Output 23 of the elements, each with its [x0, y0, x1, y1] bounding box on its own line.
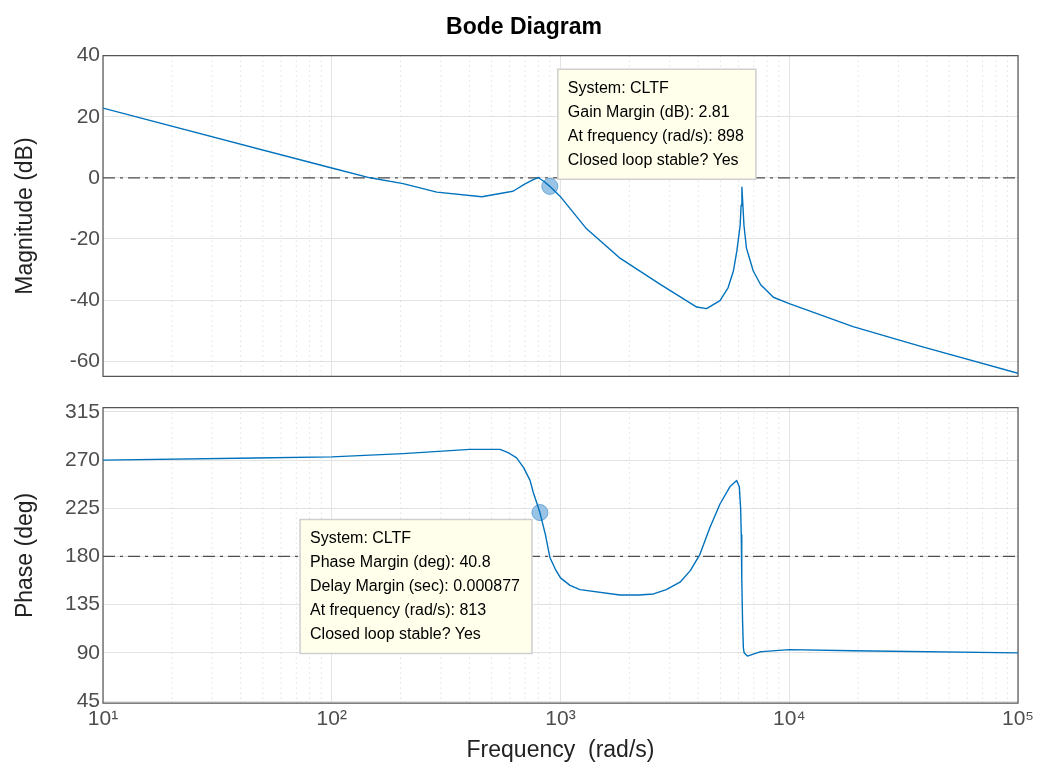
x-tick-label: 10²: [316, 705, 347, 729]
chart-title: Bode Diagram: [446, 13, 602, 40]
x-tick-label: 10⁵: [1001, 705, 1035, 729]
y-tick-label: 270: [64, 446, 100, 470]
y-tick-label: -40: [69, 286, 100, 310]
x-tick-label: 10⁴: [773, 705, 806, 729]
y-tick-label: 180: [64, 543, 100, 567]
y-tick-label: 0: [88, 164, 100, 188]
y-tick-label: 315: [64, 398, 100, 422]
y-tick-label: 90: [76, 639, 100, 663]
y-axis-title: Phase (deg): [11, 492, 38, 619]
y-tick-label: 45: [76, 687, 100, 711]
x-axis-title: Frequency (rad/s): [466, 735, 655, 762]
x-tick-label: 10³: [545, 705, 576, 729]
y-axis-title: Magnitude (dB): [11, 137, 38, 295]
y-tick-label: 225: [64, 495, 100, 519]
y-tick-label: -20: [69, 225, 100, 249]
annotation: System: CLTF Phase Margin (deg): 40.8 Delay Margin (sec): 0.000877 At frequency (rad/s): 813 Closed loop stable? Yes: [310, 528, 521, 642]
y-tick-label: 20: [76, 103, 100, 127]
y-tick-label: 135: [64, 591, 100, 615]
y-tick-label: 40: [76, 42, 100, 66]
annotation: System: CLTF Gain Margin (dB): 2.81 At frequency (rad/s): 898 Closed loop stable? Yes: [567, 78, 744, 168]
y-tick-label: -60: [69, 347, 100, 371]
